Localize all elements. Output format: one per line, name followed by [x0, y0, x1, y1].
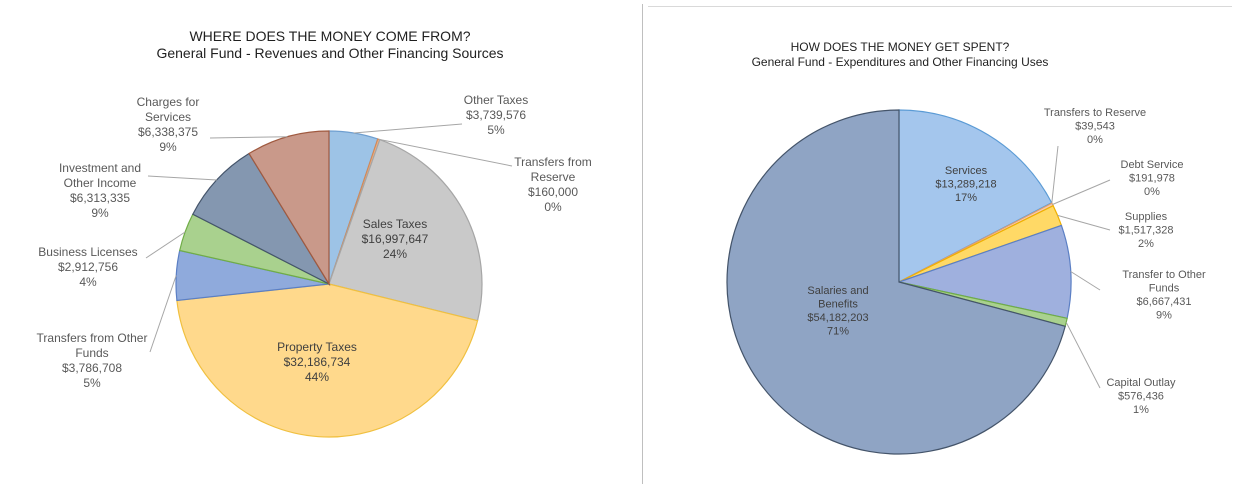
pie-slice-services [898, 109, 1053, 283]
pie-slice-salaries-and-benefits [726, 109, 1066, 455]
slice-label-property-taxes: Property Taxes $32,186,734 44% [277, 340, 357, 384]
revenue-pie: Other Taxes $3,739,576 5% Transfers from Res… [37, 93, 592, 438]
pie-slice-investment-and-other-income [192, 152, 331, 286]
slice-label-transfers-from-other-funds: Transfers from Other Funds $3,786,708 5% [37, 331, 148, 390]
leader-line-transfers-to-reserve [1051, 145, 1059, 204]
slice-label-capital-outlay: Capital Outlay $576,436 1% [1106, 377, 1176, 416]
leader-line-other-taxes [353, 123, 463, 134]
slice-label-transfers-from-reserve: Transfers from Reserve $160,000 0% [514, 155, 592, 214]
leader-line-capital-outlay [1065, 322, 1101, 389]
leader-line-supplies [1057, 214, 1111, 231]
revenue-chart-title-block: WHERE DOES THE MONEY COME FROM? General … [120, 28, 540, 62]
slice-label-supplies: Supplies $1,517,328 2% [1118, 211, 1173, 250]
leader-line-investment-and-other-income [147, 175, 217, 181]
revenue-chart-subtitle: General Fund - Revenues and Other Financ… [156, 45, 504, 61]
slice-label-salaries-and-benefits: Salaries and Benefits $54,182,203 71% [807, 285, 868, 338]
slice-label-investment-and-other-income: Investment and Other Income $6,313,335 9% [59, 161, 141, 220]
slice-label-transfer-to-other-funds: Transfer to Other Funds $6,667,431 9% [1122, 269, 1206, 322]
slice-label-charges-for-services: Charges for Services $6,338,375 9% [137, 95, 200, 154]
slice-label-debt-service: Debt Service $191,978 0% [1121, 159, 1184, 198]
slice-label-transfers-to-reserve: Transfers to Reserve $39,543 0% [1044, 107, 1146, 146]
leader-line-transfers-from-reserve [378, 138, 513, 167]
leader-line-debt-service [1052, 179, 1111, 205]
pie-slice-sales-taxes [328, 138, 483, 322]
leader-line-business-licenses [145, 231, 186, 259]
pie-slice-property-taxes [176, 283, 479, 438]
top-rule [648, 6, 1232, 7]
slice-label-other-taxes: Other Taxes $3,739,576 5% [464, 93, 528, 137]
leader-line-transfers-from-other-funds [149, 275, 177, 353]
chart-divider [642, 4, 643, 484]
slice-label-services: Services $13,289,218 17% [935, 165, 996, 204]
expense-chart-title: HOW DOES THE MONEY GET SPENT? [790, 40, 1010, 54]
expense-pie: Services $13,289,218 17% Transfers to Reser… [726, 107, 1206, 455]
leader-line-charges-for-services [209, 136, 288, 139]
slice-label-business-licenses: Business Licenses $2,912,756 4% [38, 245, 137, 289]
pie-slice-transfer-to-other-funds [896, 224, 1072, 320]
slice-label-sales-taxes: Sales Taxes $16,997,647 24% [362, 217, 429, 261]
expense-chart-subtitle: General Fund - Expenditures and Other Fi… [751, 55, 1049, 69]
revenue-chart-title: WHERE DOES THE MONEY COME FROM? [189, 28, 471, 44]
leader-line-transfer-to-other-funds [1070, 271, 1101, 291]
expense-chart-title-block: HOW DOES THE MONEY GET SPENT? General Fu… [700, 40, 1100, 70]
